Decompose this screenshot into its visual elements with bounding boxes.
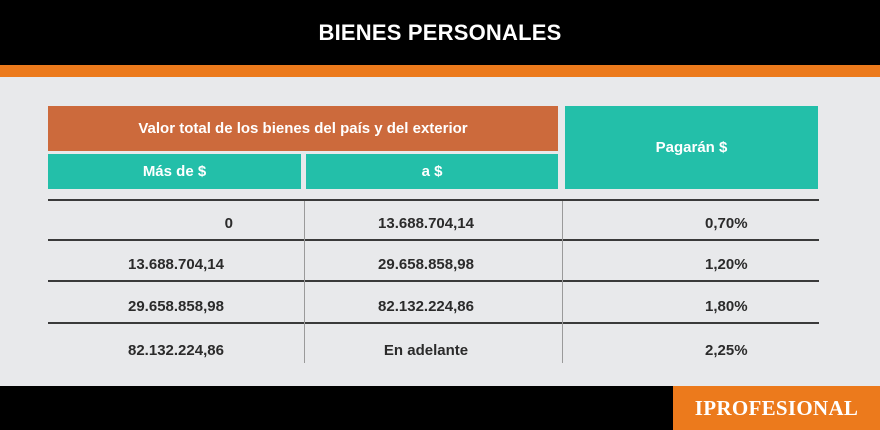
table-cell: En adelante [383,341,469,359]
table-cell: 29.658.858,98 [128,297,224,315]
table-cell: 13.688.704,14 [128,255,224,273]
table-cell: 2,25% [705,341,748,359]
table-cell: 82.132.224,86 [128,341,224,359]
column-header-mas-de: Más de $ [48,154,301,189]
table-divider [48,280,819,282]
column-separator [304,201,305,363]
column-header-a: a $ [306,154,558,189]
group-header: Valor total de los bienes del país y del… [48,106,558,151]
orange-accent-bar [0,65,880,77]
column-header-pagaran: Pagarán $ [565,106,818,189]
table-divider [48,322,819,324]
table-cell: 0 [224,214,233,232]
brand-logo: IPROFESIONAL [673,386,880,430]
table-cell: 1,20% [705,255,748,273]
table-divider [48,239,819,241]
page-title: BIENES PERSONALES [0,0,880,65]
table-cell: 1,80% [705,297,748,315]
table-cell: 13.688.704,14 [378,214,474,232]
table-divider [48,199,819,201]
table-cell: 82.132.224,86 [378,297,474,315]
column-separator [562,201,563,363]
table-cell: 0,70% [705,214,748,232]
table-cell: 29.658.858,98 [378,255,474,273]
